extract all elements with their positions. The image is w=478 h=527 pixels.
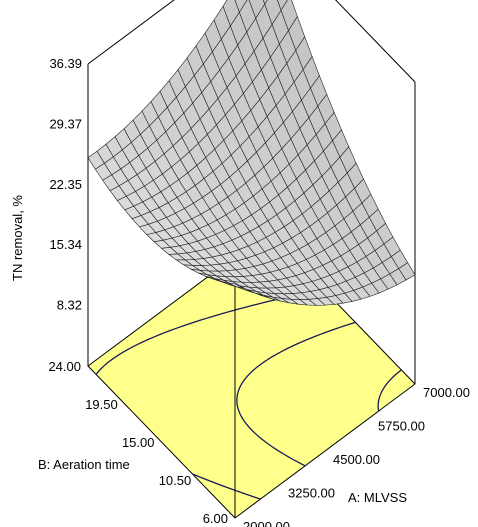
surface-facet — [227, 282, 245, 289]
y-tick-label: 19.50 — [85, 397, 118, 412]
y-tick-label: 24.00 — [48, 359, 81, 374]
y-tick-label: 6.00 — [203, 511, 228, 526]
response-surface — [87, 0, 416, 306]
z-tick-label: 8.32 — [57, 298, 82, 313]
x-tick-label: 5750.00 — [378, 419, 425, 434]
box-top-edge — [335, 0, 416, 83]
y-tick-label: 10.50 — [159, 473, 192, 488]
y-axis-title: B: Aeration time — [38, 457, 130, 472]
tick-labels: 8.32 15.34 22.35 29.37 36.39 6.00 10.50 15.00 19… — [48, 56, 470, 527]
box-top-edge — [87, 0, 175, 65]
contour-line — [236, 321, 356, 467]
contour-line — [377, 369, 402, 412]
z-axis-title: TN removal, % — [10, 195, 25, 281]
x-tick-label: 2000.00 — [243, 519, 290, 527]
z-tick-label: 29.37 — [49, 116, 82, 131]
surface-facet — [262, 0, 268, 5]
y-tick-label: 15.00 — [122, 435, 155, 450]
x-tick-label: 3250.00 — [288, 486, 335, 501]
x-tick-label: 7000.00 — [423, 385, 470, 400]
z-tick-label: 36.39 — [49, 56, 82, 71]
z-tick-label: 22.35 — [49, 177, 82, 192]
x-axis-title: A: MLVSS — [348, 490, 407, 505]
z-tick-label: 15.34 — [49, 237, 82, 252]
x-tick-label: 4500.00 — [333, 452, 380, 467]
